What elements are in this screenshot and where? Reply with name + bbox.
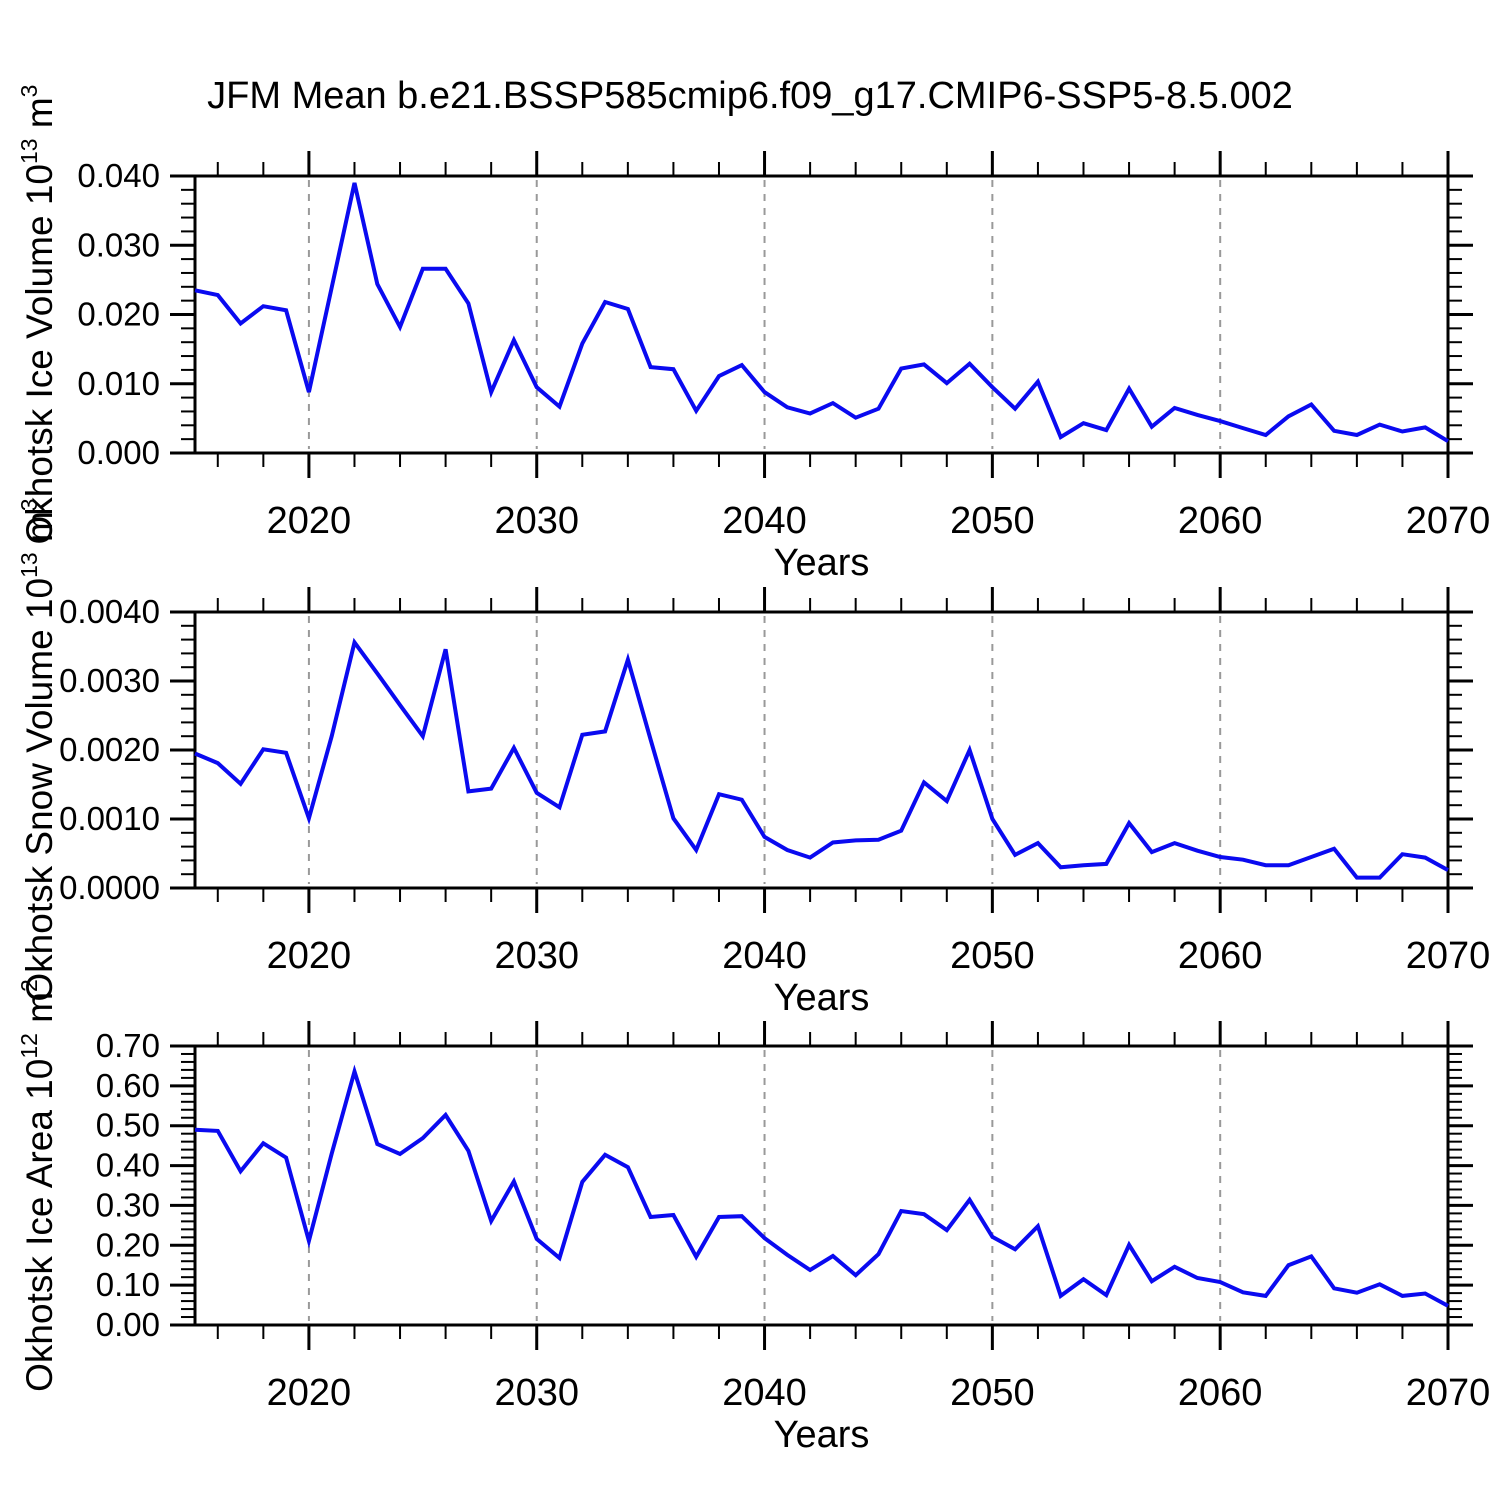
y-tick-label: 0.0010 xyxy=(59,800,160,837)
y-tick-label: 0.010 xyxy=(77,365,160,402)
x-tick-label: 2040 xyxy=(722,1372,807,1414)
y-axis-label-superscript: 13 xyxy=(16,552,42,578)
y-tick-label: 0.0000 xyxy=(59,869,160,906)
y-tick-label: 0.70 xyxy=(96,1027,160,1064)
panel-ice-area: 2020 2030 2040 2050 2060 2070 0.000.100.200.30… xyxy=(16,979,1490,1456)
y-tick-label: 0.10 xyxy=(96,1266,160,1303)
y-tick-label: 0.030 xyxy=(77,226,160,263)
x-tick-label: 2020 xyxy=(267,500,352,542)
y-axis-label: Okhotsk Snow Volume 1013 m3 xyxy=(16,498,60,1001)
y-axis-label-text: m xyxy=(19,97,60,138)
y-axis-label-text: Okhotsk Ice Area 10 xyxy=(19,1059,60,1392)
x-tick-label: 2020 xyxy=(267,1372,352,1414)
y-axis-label-superscript: 2 xyxy=(16,979,42,992)
chart-title: JFM Mean b.e21.BSSP585cmip6.f09_g17.CMIP… xyxy=(207,75,1293,117)
y-axis-label: Okhotsk Ice Volume 1013 m3 xyxy=(16,85,60,545)
y-axis-label-text: Okhotsk Ice Volume 10 xyxy=(19,164,60,544)
plot-frame xyxy=(193,610,1450,890)
x-axis-label: Years xyxy=(774,542,870,584)
y-tick-label: 0.00 xyxy=(96,1306,160,1343)
y-axis-label-superscript: 3 xyxy=(16,85,42,98)
x-axis-label: Years xyxy=(774,977,870,1019)
x-tick-label: 2060 xyxy=(1178,500,1263,542)
data-line-ice-volume xyxy=(194,182,1450,443)
y-tick-label: 0.0020 xyxy=(59,731,160,768)
x-axis-label: Years xyxy=(774,1414,870,1456)
data-line-snow-volume xyxy=(194,637,1449,880)
x-tick-label: 2020 xyxy=(267,935,352,977)
y-axis-label-text: m xyxy=(19,992,60,1033)
panel-ice-volume: 2020 2030 2040 2050 2060 2070 0.000 0.010 0.020 0… xyxy=(16,85,1490,584)
y-axis-label-superscript: 3 xyxy=(16,498,42,511)
plot-frame xyxy=(193,1044,1450,1327)
x-tick-label: 2070 xyxy=(1406,935,1491,977)
x-tick-label: 2050 xyxy=(950,1372,1035,1414)
x-tick-label: 2030 xyxy=(494,1372,579,1414)
y-tick-label: 0.60 xyxy=(96,1067,160,1104)
y-tick-label: 0.30 xyxy=(96,1186,160,1223)
y-tick-label: 0.50 xyxy=(96,1107,160,1144)
x-tick-label: 2050 xyxy=(950,500,1035,542)
y-axis-label-text: Okhotsk Snow Volume 10 xyxy=(19,578,60,1002)
x-tick-label: 2070 xyxy=(1406,1372,1491,1414)
x-tick-label: 2040 xyxy=(722,500,807,542)
y-tick-label: 0.0030 xyxy=(59,662,160,699)
plot-frame xyxy=(193,174,1450,455)
x-tick-label: 2030 xyxy=(494,935,579,977)
y-axis-label: Okhotsk Ice Area 1012 m2 xyxy=(16,979,60,1392)
y-tick-label: 0.040 xyxy=(77,157,160,194)
x-tick-label: 2040 xyxy=(722,935,807,977)
x-tick-label: 2060 xyxy=(1178,935,1263,977)
y-axis-label-superscript: 12 xyxy=(16,1033,42,1059)
y-axis-label-superscript: 13 xyxy=(16,138,42,164)
y-tick-label: 0.20 xyxy=(96,1226,160,1263)
y-tick-label: 0.0040 xyxy=(59,593,160,630)
x-tick-label: 2070 xyxy=(1406,500,1491,542)
x-tick-label: 2050 xyxy=(950,935,1035,977)
y-tick-label: 0.020 xyxy=(77,296,160,333)
x-tick-label: 2030 xyxy=(494,500,579,542)
data-line-ice-area xyxy=(194,1064,1449,1308)
y-tick-label: 0.000 xyxy=(77,434,160,471)
y-axis-label-text: m xyxy=(19,511,60,552)
x-tick-label: 2060 xyxy=(1178,1372,1263,1414)
y-tick-label: 0.40 xyxy=(96,1147,160,1184)
panel-snow-volume: 2020 2030 2040 2050 2060 2070 0.0000 0.0010 0.00… xyxy=(16,498,1490,1019)
